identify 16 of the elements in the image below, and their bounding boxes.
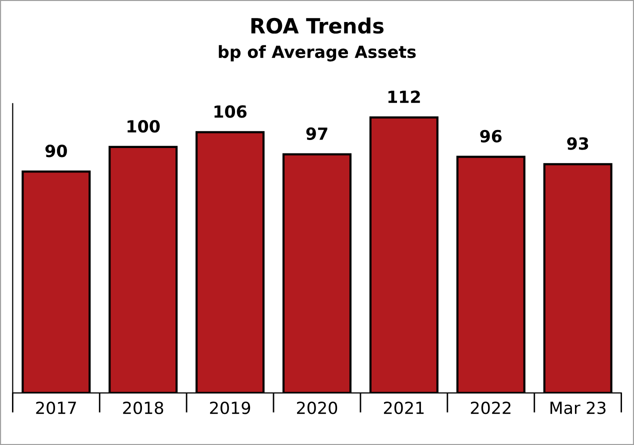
data-label: 100 <box>128 120 160 133</box>
x-tick-label: 2018 <box>123 402 164 414</box>
chart-title: ROA Trends <box>251 18 384 34</box>
data-label: 97 <box>306 127 328 140</box>
data-label: 93 <box>567 137 588 150</box>
chart-subtitle: bp of Average Assets <box>218 45 416 62</box>
x-tick-label: 2019 <box>210 402 250 414</box>
x-tick-label: 2021 <box>384 402 424 414</box>
data-label: 96 <box>480 130 502 142</box>
data-label: 106 <box>214 105 247 118</box>
x-tick-label: Mar 23 <box>550 402 606 414</box>
x-tick-label: 2017 <box>36 402 76 414</box>
data-label: 112 <box>388 90 420 103</box>
data-label: 90 <box>45 144 67 158</box>
x-tick-label: 2020 <box>297 402 338 414</box>
x-tick-label: 2022 <box>470 402 510 414</box>
